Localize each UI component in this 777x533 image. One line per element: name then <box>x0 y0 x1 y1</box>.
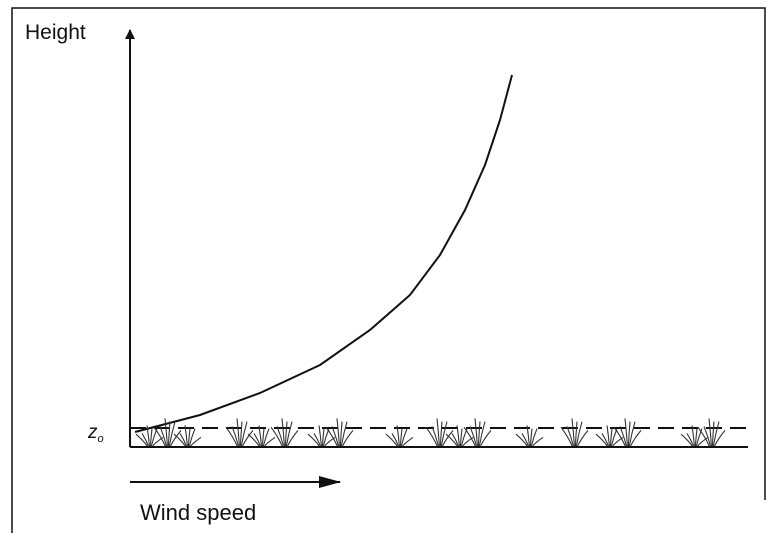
roughness-subscript: o <box>98 433 104 445</box>
roughness-base: z <box>87 422 98 443</box>
grass-blade <box>232 426 238 446</box>
grass-blade <box>704 426 710 446</box>
roughness-label: zo <box>87 422 104 445</box>
diagram: Height zo Wind speed <box>0 0 777 533</box>
height-label: Height <box>25 21 86 44</box>
grass-blade <box>265 437 275 446</box>
grass-blade <box>620 426 626 446</box>
grass <box>136 418 725 446</box>
wind-speed-label: Wind speed <box>140 500 256 525</box>
grass-blade <box>160 426 166 446</box>
grass-blade <box>332 426 338 446</box>
grass-blade <box>533 437 543 446</box>
wind-profile-curve <box>135 75 512 432</box>
grass-blade <box>567 426 573 446</box>
grass-blade <box>277 426 283 446</box>
grass-blade <box>432 426 438 446</box>
grass-blade <box>698 437 708 446</box>
frame <box>12 8 765 533</box>
grass-blade <box>191 437 201 446</box>
grass-blade <box>403 437 413 446</box>
grass-blade <box>470 426 476 446</box>
